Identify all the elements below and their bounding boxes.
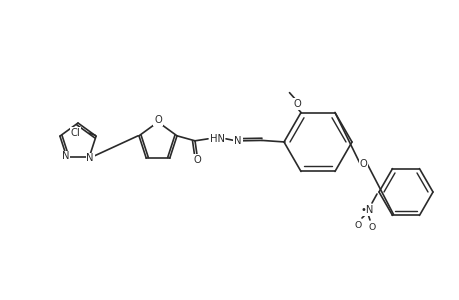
Text: Cl: Cl — [70, 128, 80, 138]
Text: N: N — [86, 153, 94, 164]
Text: N: N — [62, 152, 69, 161]
Text: O: O — [193, 155, 201, 165]
Text: O: O — [293, 99, 301, 109]
Text: HN: HN — [209, 134, 224, 144]
Text: N: N — [234, 136, 241, 146]
Text: O: O — [359, 159, 367, 169]
Text: •N: •N — [359, 205, 373, 215]
Text: O: O — [353, 221, 361, 230]
Text: O: O — [154, 115, 162, 125]
Text: O: O — [368, 224, 375, 232]
